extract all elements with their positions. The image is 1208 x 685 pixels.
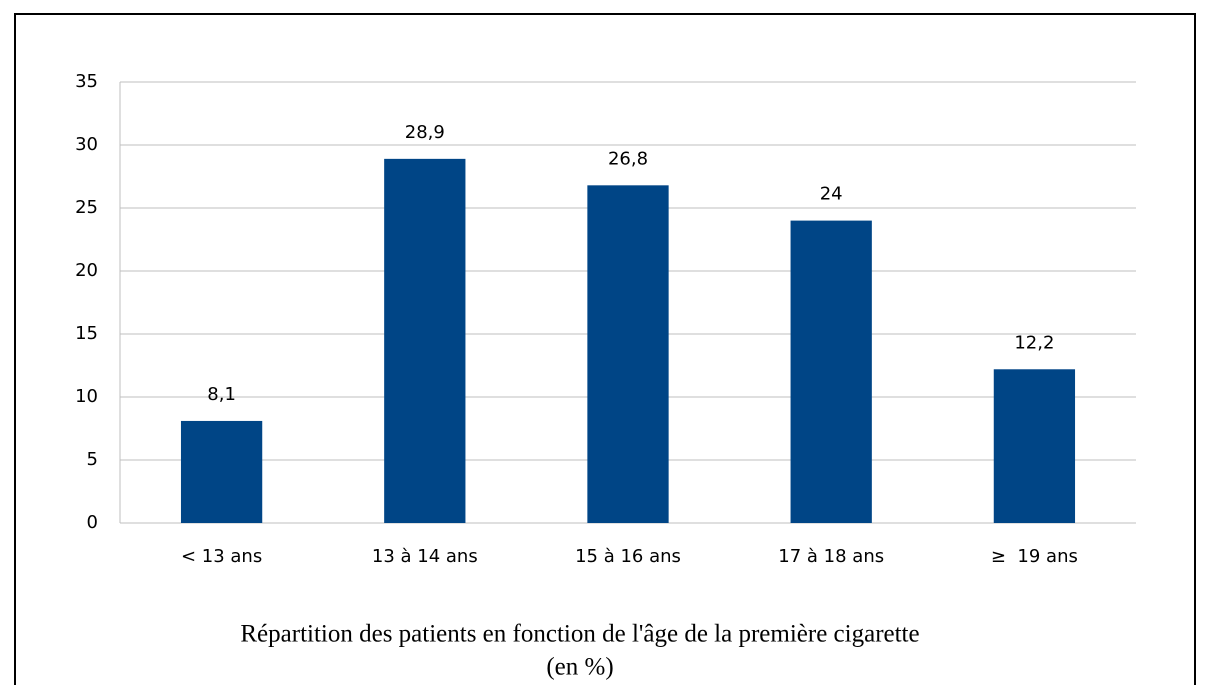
bar — [384, 158, 466, 524]
chart-border — [14, 13, 1196, 685]
y-tick-label: 20 — [75, 260, 98, 281]
y-tick-label: 0 — [87, 512, 98, 533]
y-tick-label: 30 — [75, 134, 98, 155]
x-tick-label: 13 à 14 ans — [372, 546, 478, 567]
bar — [993, 369, 1076, 523]
data-label: 8,1 — [207, 384, 236, 405]
y-tick-label: 15 — [75, 323, 98, 344]
bar — [180, 420, 263, 523]
chart-subtitle: (en %) — [546, 654, 613, 681]
x-tick-label: < 13 ans — [181, 546, 262, 567]
bar — [587, 185, 669, 523]
bar — [790, 220, 872, 523]
data-label: 26,8 — [608, 148, 648, 169]
y-tick-label: 10 — [75, 386, 98, 407]
chart-title: Répartition des patients en fonction de … — [240, 621, 919, 648]
data-label: 28,9 — [405, 122, 445, 143]
x-tick-label: 17 à 18 ans — [778, 546, 884, 567]
x-tick-label: 15 à 16 ans — [575, 546, 681, 567]
y-tick-label: 5 — [87, 449, 98, 470]
data-label: 24 — [820, 184, 843, 205]
x-tick-label: ≥ 19 ans — [991, 546, 1078, 567]
y-tick-label: 25 — [75, 197, 98, 218]
data-label: 12,2 — [1014, 332, 1054, 353]
y-tick-label: 35 — [75, 71, 98, 92]
